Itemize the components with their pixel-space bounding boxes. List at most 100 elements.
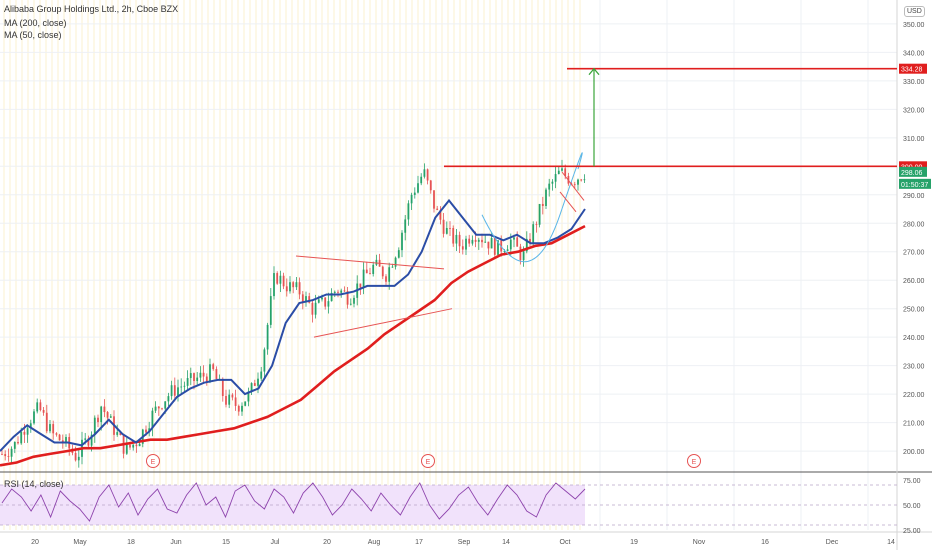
- price-tick-label: 320.00: [903, 107, 925, 114]
- candle-body: [276, 273, 279, 284]
- candle-body: [269, 296, 272, 325]
- candle-body: [474, 239, 477, 242]
- candle-body: [58, 434, 61, 441]
- candle-body: [209, 364, 211, 382]
- candle-body: [442, 219, 445, 234]
- candle-body: [186, 378, 189, 386]
- price-tick-label: 250.00: [903, 307, 925, 314]
- candle-body: [103, 406, 106, 413]
- candle-body: [106, 412, 109, 418]
- candle-body: [362, 269, 365, 288]
- candle-body: [449, 228, 451, 229]
- candle-body: [465, 238, 467, 250]
- time-tick-label: 17: [415, 539, 423, 546]
- candle-body: [375, 259, 378, 265]
- candle-body: [477, 239, 480, 242]
- candle-body: [522, 251, 525, 261]
- candle-body: [52, 424, 55, 434]
- candle-body: [535, 224, 538, 226]
- rsi-tick-label: 50.00: [903, 503, 921, 510]
- candle-body: [177, 387, 179, 396]
- candle-body: [279, 275, 282, 284]
- last-price-tag: [899, 166, 927, 177]
- countdown-tag: [899, 178, 931, 189]
- candle-body: [77, 456, 80, 461]
- candle-body: [353, 297, 355, 304]
- candle-body: [225, 396, 227, 405]
- time-tick-label: Nov: [693, 539, 706, 546]
- rsi-legend: RSI (14, close): [4, 479, 64, 489]
- candle-body: [263, 349, 266, 372]
- level-tag: [899, 63, 927, 74]
- earnings-marker: [687, 454, 701, 468]
- candle-body: [205, 376, 208, 382]
- candle-body: [330, 292, 333, 302]
- time-tick-label: 20: [323, 539, 331, 546]
- last-price-label: 298.06: [901, 170, 923, 177]
- candle-body: [564, 168, 567, 176]
- candle-body: [493, 238, 496, 255]
- symbol-title: Alibaba Group Holdings Ltd., 2h, Cboe BZ…: [4, 4, 179, 14]
- candle-body: [324, 297, 327, 307]
- candle-body: [1, 453, 3, 455]
- level-tag-label: 334.28: [901, 67, 923, 74]
- flag-lower-line: [559, 191, 577, 213]
- candle-body: [321, 297, 323, 300]
- price-tick-label: 210.00: [903, 421, 925, 428]
- candle-body: [42, 410, 45, 413]
- time-tick-label: Oct: [560, 539, 571, 546]
- candle-body: [26, 428, 29, 435]
- candle-body: [167, 396, 170, 402]
- candle-body: [516, 237, 519, 247]
- candle-body: [29, 423, 32, 429]
- candle-body: [65, 437, 67, 444]
- candle-body: [509, 239, 512, 250]
- time-tick-label: 18: [127, 539, 135, 546]
- time-tick-label: 14: [502, 539, 510, 546]
- candle-body: [461, 246, 464, 250]
- time-tick-label: Sep: [458, 539, 471, 546]
- candle-body: [93, 417, 96, 435]
- candle-body: [221, 378, 224, 397]
- candle-body: [343, 290, 346, 292]
- candle-body: [513, 237, 515, 240]
- candle-body: [84, 438, 87, 440]
- earnings-marker-label: E: [151, 459, 156, 466]
- currency-badge[interactable]: USD: [904, 6, 925, 17]
- candle-body: [247, 391, 250, 402]
- candle-body: [317, 299, 320, 303]
- candle-body: [13, 441, 16, 449]
- candle-body: [292, 282, 295, 288]
- candle-body: [381, 266, 384, 277]
- time-tick-label: Jun: [170, 539, 181, 546]
- earnings-marker-label: E: [426, 459, 431, 466]
- rsi-line: [1, 482, 586, 522]
- price-tick-label: 230.00: [903, 364, 925, 371]
- time-tick-label: 19: [630, 539, 638, 546]
- candle-body: [234, 397, 237, 406]
- candle-body: [452, 228, 455, 244]
- candle-body: [161, 408, 163, 410]
- candle-body: [193, 373, 195, 382]
- candle-body: [417, 183, 419, 193]
- candle-body: [484, 241, 487, 243]
- candle-body: [253, 383, 256, 386]
- candle-body: [333, 291, 336, 293]
- candle-body: [545, 189, 547, 206]
- candle-body: [228, 394, 231, 405]
- earnings-marker: [421, 454, 435, 468]
- candle-body: [109, 416, 112, 418]
- candle-body: [183, 385, 186, 387]
- candle-body: [260, 371, 263, 379]
- candle-body: [490, 238, 493, 249]
- candle-body: [468, 238, 471, 244]
- candle-body: [503, 251, 506, 252]
- candle-body: [164, 401, 167, 409]
- time-tick-label: Dec: [826, 539, 839, 546]
- candle-body: [45, 412, 48, 432]
- candle-body: [196, 377, 199, 382]
- ma50-line: [0, 198, 586, 452]
- candle-body: [423, 169, 426, 177]
